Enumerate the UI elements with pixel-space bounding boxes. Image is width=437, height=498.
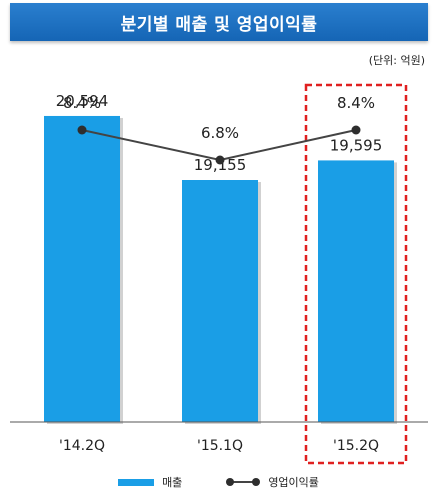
margin-point bbox=[351, 125, 361, 135]
bar-1 bbox=[182, 180, 258, 422]
legend-item-sales: 매출 bbox=[118, 474, 182, 490]
chart-area: 20,594 19,155 19,595 '14.2Q '15.1Q '15.2Q 8.4%… bbox=[10, 83, 428, 465]
legend-label-margin: 영업이익률 bbox=[268, 476, 319, 489]
bar-value-label: 19,155 bbox=[194, 156, 247, 174]
legend-line-swatch bbox=[226, 477, 261, 487]
legend-bar-swatch bbox=[118, 478, 155, 486]
category-label: '15.2Q bbox=[333, 438, 379, 454]
legend-label-sales: 매출 bbox=[162, 476, 183, 489]
legend: 매출 영업이익률 bbox=[0, 472, 437, 492]
bar-0 bbox=[44, 115, 120, 422]
margin-value-label: 6.8% bbox=[201, 124, 239, 142]
margin-point bbox=[215, 155, 225, 165]
margin-point bbox=[77, 125, 87, 135]
chart-title: 분기별 매출 및 영업이익률 bbox=[10, 3, 428, 41]
bar-value-label: 20,594 bbox=[56, 92, 109, 110]
bar-value-label: 19,595 bbox=[330, 136, 383, 154]
bar-2 bbox=[318, 160, 394, 423]
category-label: '14.2Q bbox=[59, 438, 105, 454]
margin-value-label: 8.4% bbox=[63, 94, 101, 112]
legend-item-margin: 영업이익률 bbox=[226, 474, 319, 490]
margin-value-label: 8.4% bbox=[337, 94, 375, 112]
unit-label: (단위: 억원) bbox=[368, 54, 425, 67]
category-label: '15.1Q bbox=[197, 438, 243, 454]
highlight-box bbox=[304, 83, 408, 465]
